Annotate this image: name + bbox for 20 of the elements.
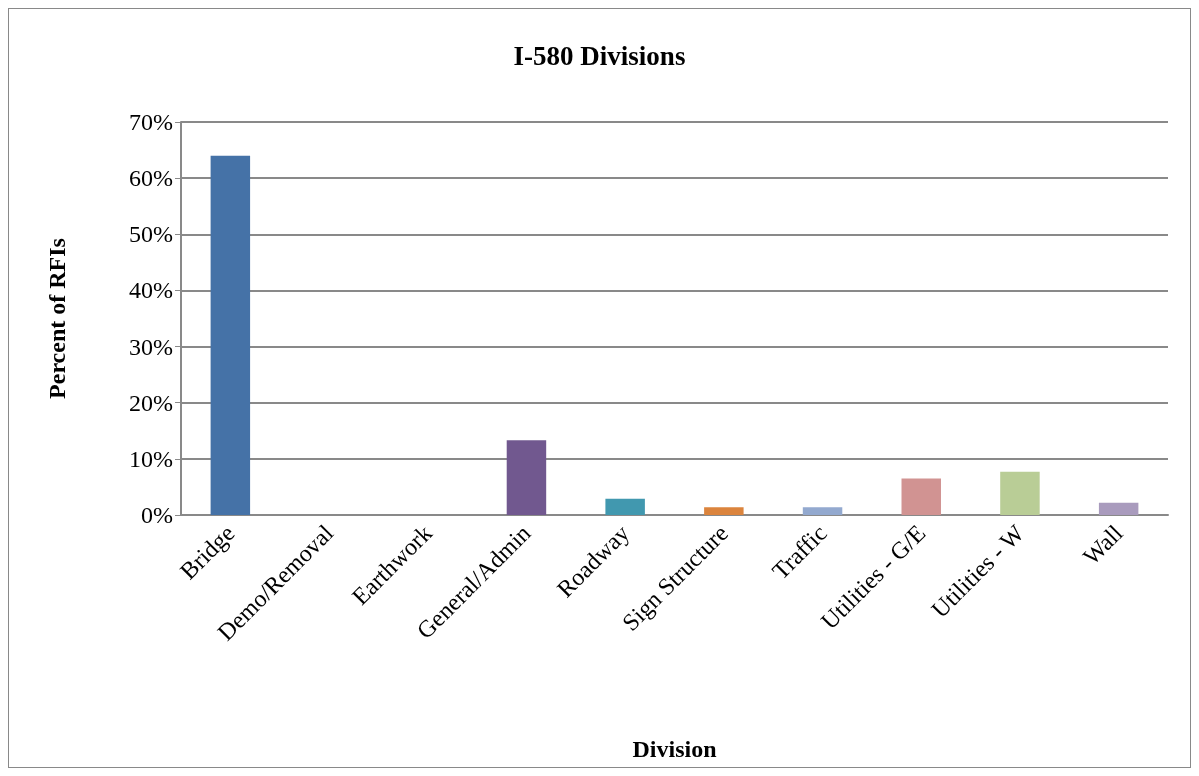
bar	[802, 507, 843, 515]
bar	[1000, 471, 1040, 515]
x-axis-title: Division	[632, 736, 717, 762]
chart-title: I-580 Divisions	[513, 40, 686, 71]
y-tick-label: 30%	[129, 333, 173, 360]
y-tick-label: 40%	[129, 277, 173, 304]
x-tick-label: Wall	[1077, 519, 1129, 570]
y-tick-label: 20%	[129, 389, 173, 416]
bar	[210, 155, 251, 515]
y-tick-label: 70%	[129, 109, 173, 135]
y-axis-title: Percent of RFIs	[44, 238, 70, 399]
bar	[1098, 502, 1139, 515]
y-tick-label: 50%	[129, 221, 173, 248]
bar	[605, 498, 645, 515]
y-tick-label: 60%	[129, 165, 173, 192]
bar	[506, 440, 547, 515]
y-tick-label: 10%	[129, 445, 173, 472]
y-tick-label: 0%	[141, 502, 173, 528]
bar	[901, 478, 941, 515]
bar	[704, 507, 744, 515]
